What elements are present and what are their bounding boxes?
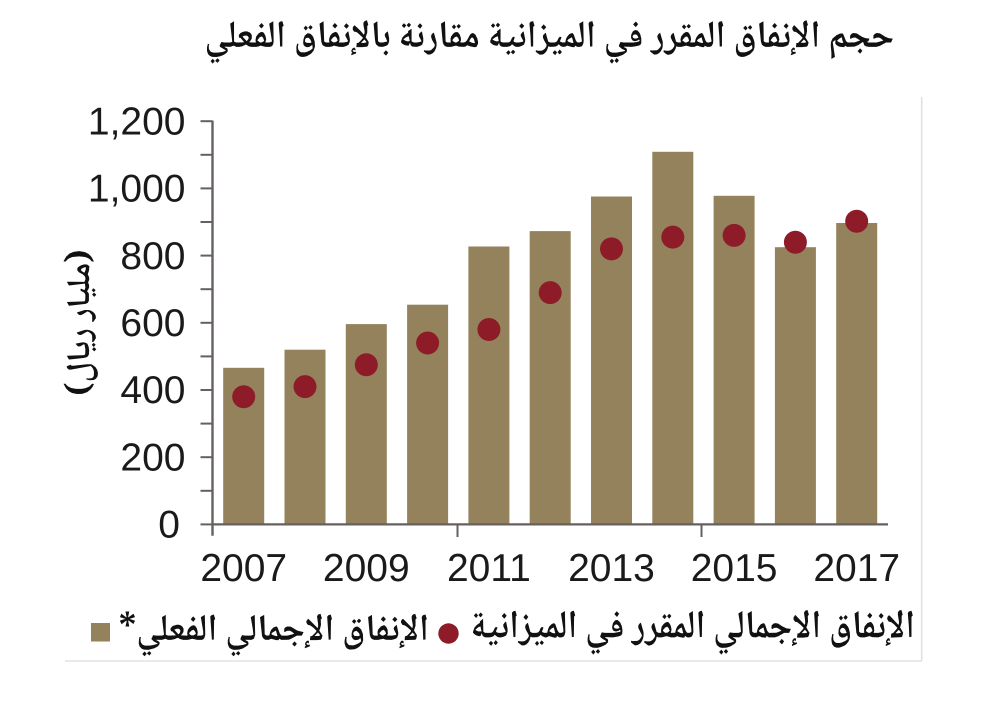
svg-text:2007: 2007 (200, 547, 287, 590)
svg-text:2013: 2013 (568, 547, 655, 590)
svg-text:600: 600 (120, 302, 185, 345)
svg-text:2017: 2017 (813, 547, 900, 590)
svg-text:0: 0 (158, 504, 180, 547)
svg-text:1,000: 1,000 (88, 168, 186, 211)
svg-text:200: 200 (120, 436, 185, 479)
svg-text:800: 800 (120, 235, 185, 278)
svg-text:2011: 2011 (447, 547, 531, 590)
svg-text:2009: 2009 (323, 547, 410, 590)
svg-text:2015: 2015 (691, 547, 778, 590)
svg-text:400: 400 (120, 369, 185, 412)
svg-text:1,200: 1,200 (88, 100, 186, 143)
